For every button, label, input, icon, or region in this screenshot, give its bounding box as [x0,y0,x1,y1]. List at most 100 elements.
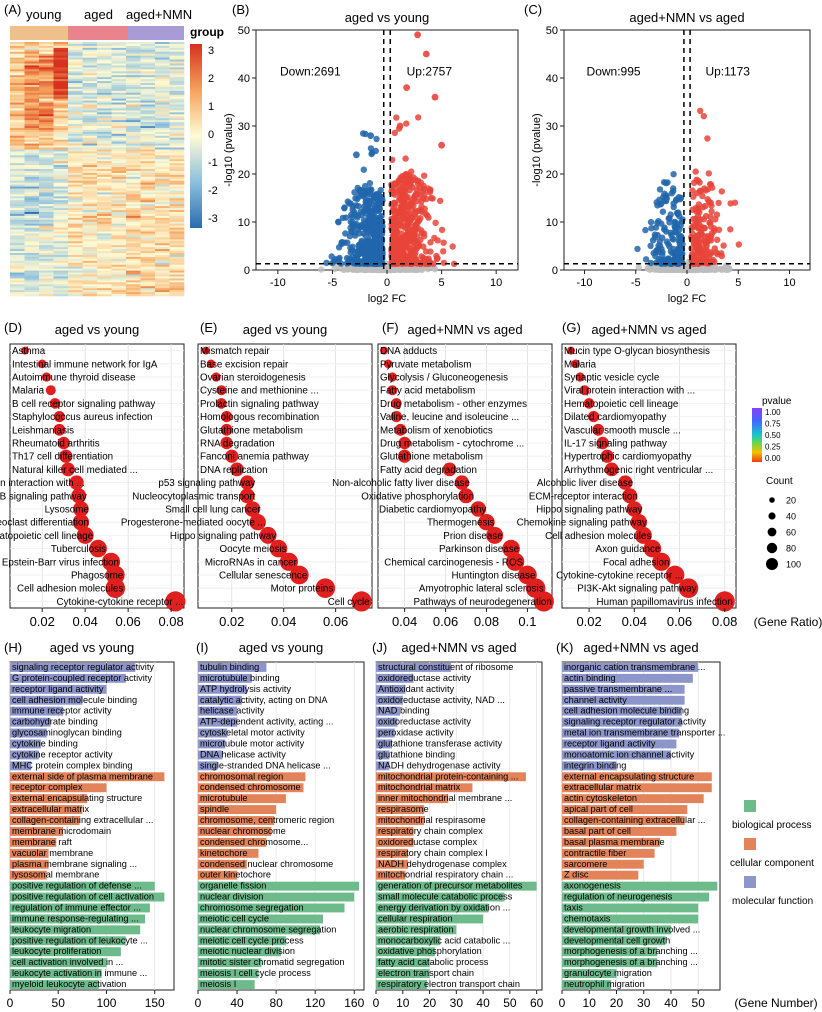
heatmap-cell [169,172,185,176]
heatmap-cell [97,157,112,160]
heatmap-cell [24,143,40,146]
volcano-point-ns [718,265,725,273]
heatmap-cell [126,213,141,217]
heatmap-cell [53,108,69,111]
heatmap-cell [53,186,69,189]
bar-term-label: glycosaminoglycan binding [12,728,122,738]
heatmap-cell [111,280,127,283]
volcano-point-up [707,213,714,220]
volcano-point-up [711,245,718,252]
heatmap-cell [126,124,141,127]
heatmap-cell [126,178,141,182]
heatmap-cell [111,286,127,289]
dot-term-label: Glutathione metabolism [200,425,303,436]
heatmap-cell [68,184,83,187]
heatmap-cell [53,135,69,139]
heatmap-cell [53,88,69,92]
heatmap-cell [24,47,40,51]
bar-term-label: structural constituent of ribosome [378,662,513,672]
heatmap-cell [140,106,156,109]
heatmap-cell [82,190,98,193]
volcano-point-up [396,176,404,183]
heatmap-cell [97,137,112,140]
heatmap-cell [39,229,54,232]
heatmap-cell [155,174,170,178]
dot-term-label: Motor proteins [271,584,334,595]
heatmap-cell [24,133,40,137]
heatmap-cell [82,69,98,72]
volcano-point-down [348,213,356,221]
bar-term-label: monocarboxylic acid catabolic ... [378,935,510,945]
volcano-ylabel: -log10 (pvalue) [531,113,543,186]
heatmap-cell [53,182,69,185]
heatmap-cell [24,65,40,68]
heatmap-cell [126,229,141,232]
bar [198,728,228,738]
heatmap-cell [53,262,69,266]
volcano-xtick-label: 5 [439,277,445,289]
volcano-point-ns [723,266,730,273]
heatmap-cell [39,258,54,262]
heatmap-cell [10,165,25,168]
heatmap-cell [126,221,141,224]
heatmap-cell [140,57,156,60]
heatmap-cell [39,96,54,99]
heatmap-cell [126,86,141,90]
dot-point [230,462,244,477]
dot-point [73,501,89,517]
heatmap-cell [140,200,156,203]
volcano-point-up [395,183,402,190]
bar [562,914,699,924]
heatmap-cell [97,71,112,74]
volcano-point-up [707,250,715,257]
bar [376,761,390,771]
heatmap-cell [155,163,170,166]
heatmap-cell [82,118,98,121]
heatmap-cell [140,92,156,96]
count-legend-dot [766,558,778,570]
heatmap-cell [53,129,69,133]
heatmap-cell [10,280,25,283]
heatmap-cell [111,194,127,197]
volcano-point-up [701,239,709,247]
heatmap-cell [97,200,112,203]
panel-label-b: (B) [232,2,249,17]
heatmap-cell [24,112,40,115]
heatmap-cell [53,227,69,230]
heatmap-cell [126,276,141,279]
dot-term-label: Lysosome [45,505,90,516]
dot-term-label: Asthma [12,346,46,357]
dot-point [442,462,457,477]
dot-term-label: Arrhythmogenic right ventricular ... [564,465,713,476]
heatmap-cell [68,122,83,125]
heatmap-cell [10,286,25,289]
heatmap-cell [53,102,69,105]
heatmap-cell [97,219,112,223]
heatmap-cell [24,174,40,178]
heatmap-cell [155,211,170,215]
heatmap-cell [140,63,156,66]
heatmap-cell [97,145,112,148]
dot-point [225,449,239,463]
heatmap-cell [68,247,83,250]
heatmap-cell [68,249,83,252]
volcano-point-down [647,218,655,226]
heatmap-cell [140,202,156,205]
heatmap-cell [140,206,156,209]
panel-label-a: (A) [4,2,21,17]
heatmap-cell [68,43,83,47]
bar-term-label: cell adhesion molecule binding [12,695,137,705]
heatmap-cell [53,211,69,215]
volcano-point-up [403,170,410,178]
heatmap-cell [24,157,40,160]
bar [562,805,688,814]
heatmap-cell [126,145,141,148]
heatmap-cell [140,159,156,162]
volcano-point-up [696,187,704,194]
volcano-point-ns [709,266,717,273]
heatmap-cell [10,161,25,164]
heatmap-cell [24,282,40,285]
volcano-point-up [398,204,406,211]
dot-point [41,372,52,382]
